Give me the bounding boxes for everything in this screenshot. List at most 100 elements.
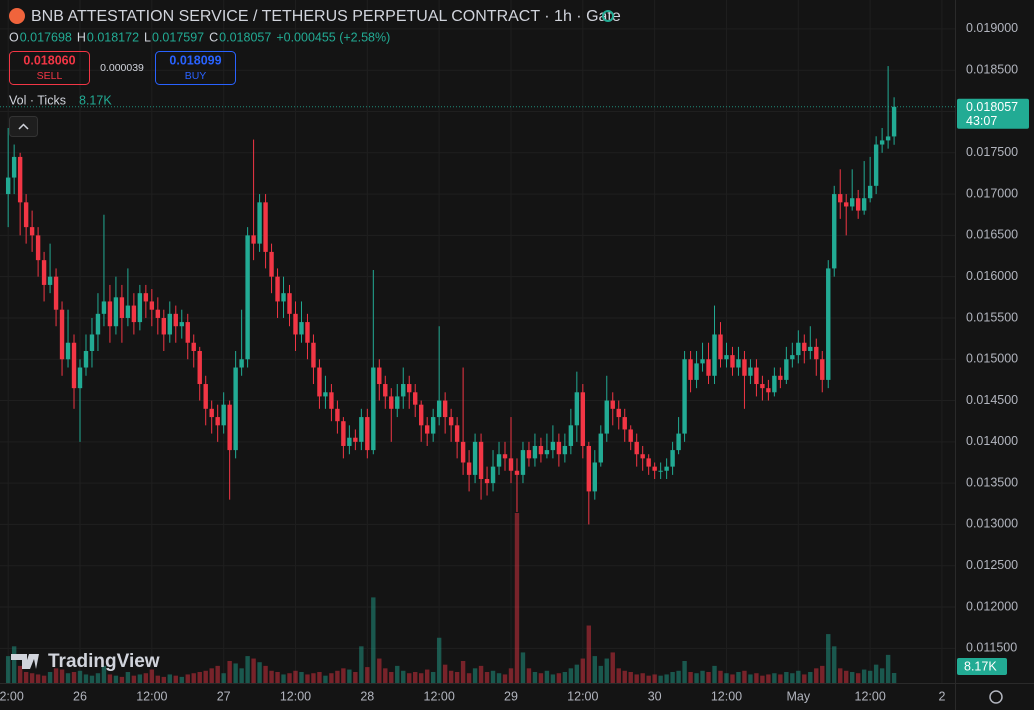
candle-body: [191, 342, 196, 351]
candle-body: [574, 392, 580, 426]
candle-body: [766, 388, 771, 393]
candle-body: [407, 384, 412, 393]
candle-body: [167, 313, 172, 335]
volume-bar: [586, 625, 592, 683]
candle-body: [778, 375, 783, 380]
candle-body: [83, 350, 89, 368]
candle-body: [335, 408, 340, 422]
y-tick-label: 0.017000: [966, 186, 1018, 200]
volume-bar: [323, 675, 328, 683]
candle-body: [35, 235, 41, 261]
ohlc-change: +0.000455 (+2.58%): [276, 30, 390, 44]
volume-bar: [203, 670, 208, 683]
ohlc-value: 0.017698: [20, 30, 72, 44]
candle-body: [179, 322, 184, 327]
chart-title[interactable]: BNB ATTESTATION SERVICE / TETHERUS PERPE…: [31, 8, 621, 25]
candle-body: [460, 441, 466, 463]
volume-bar: [502, 674, 508, 683]
volume-bar: [861, 669, 867, 683]
volume-bar: [784, 671, 789, 683]
candle-body: [430, 417, 436, 434]
candle-body: [11, 156, 17, 178]
candle-body: [544, 450, 550, 455]
last-price-label: 0.018057: [966, 100, 1018, 114]
y-tick-label: 0.015500: [966, 310, 1018, 324]
volume-bar: [694, 673, 699, 683]
candle-body: [329, 392, 334, 409]
ohlc-letter: L: [144, 30, 151, 44]
buy-label: BUY: [185, 70, 207, 82]
candle-body: [879, 140, 885, 145]
candle-body: [736, 359, 741, 368]
volume-bar: [263, 665, 268, 683]
volume-bar: [23, 671, 29, 683]
volume-bar: [604, 658, 609, 683]
volume-bar: [538, 673, 544, 683]
candle-body: [640, 454, 645, 459]
grid: [0, 0, 955, 683]
volume-bar: [155, 675, 161, 683]
candle-body: [47, 276, 53, 285]
volume-bar: [149, 669, 155, 683]
x-tick-label: 12:00: [280, 689, 311, 703]
candle-body: [185, 322, 190, 343]
volume-bar: [436, 637, 442, 683]
candle-body: [401, 384, 406, 397]
buy-button[interactable]: [155, 51, 236, 85]
collapse-button[interactable]: [9, 116, 38, 137]
candle-body: [832, 194, 837, 269]
volume-bar: [766, 674, 771, 683]
sell-label: SELL: [37, 70, 63, 82]
candle-body: [814, 346, 819, 360]
volume-bar: [113, 675, 119, 683]
x-tick-label: 12:00: [855, 689, 886, 703]
volume-bar: [269, 670, 274, 683]
volume-bar: [478, 665, 484, 683]
candle-body: [784, 359, 789, 380]
candle-body: [227, 404, 232, 451]
ohlc-letter: H: [77, 30, 86, 44]
volume-bar: [17, 665, 23, 683]
volume-bar: [772, 673, 777, 683]
volume-bar: [790, 673, 795, 683]
candle-body: [748, 367, 753, 376]
volume-bar: [526, 668, 532, 683]
x-tick-label: 12:00: [711, 689, 742, 703]
candle-body: [119, 297, 125, 318]
ohlc-value: 0.018057: [219, 30, 271, 44]
volume-bar: [730, 674, 735, 683]
candle-body: [203, 384, 208, 409]
candle-body: [790, 355, 795, 360]
candle-body: [239, 359, 244, 368]
candle-body: [502, 454, 508, 459]
brand-logo: [11, 654, 39, 669]
volume-bar: [413, 671, 418, 683]
candle-body: [652, 466, 657, 471]
candle-body: [65, 342, 71, 360]
volume-bar: [173, 675, 178, 683]
candle-body: [53, 276, 59, 310]
settings-icon[interactable]: [989, 690, 1003, 704]
candle-body: [77, 367, 83, 389]
y-tick-label: 0.013000: [966, 517, 1018, 531]
ohlc-value: 0.017597: [152, 30, 204, 44]
volume-bar: [634, 674, 639, 683]
ohlc-letter: O: [9, 30, 19, 44]
volume-bar: [796, 670, 801, 683]
volume-bar: [718, 670, 723, 683]
candle-body: [538, 445, 544, 455]
candle-body: [826, 268, 831, 380]
volume-bar: [706, 671, 711, 683]
volume-bar: [472, 668, 478, 683]
candle-body: [353, 437, 358, 442]
volume-bar: [670, 671, 675, 683]
candle-body: [371, 367, 376, 451]
volume-bar: [53, 668, 59, 683]
volume-bar: [275, 671, 280, 683]
candle-body: [520, 450, 526, 475]
volume-bar: [448, 670, 454, 683]
sell-button[interactable]: [9, 51, 90, 85]
candle-body: [604, 400, 609, 434]
volume-bar: [879, 668, 885, 683]
